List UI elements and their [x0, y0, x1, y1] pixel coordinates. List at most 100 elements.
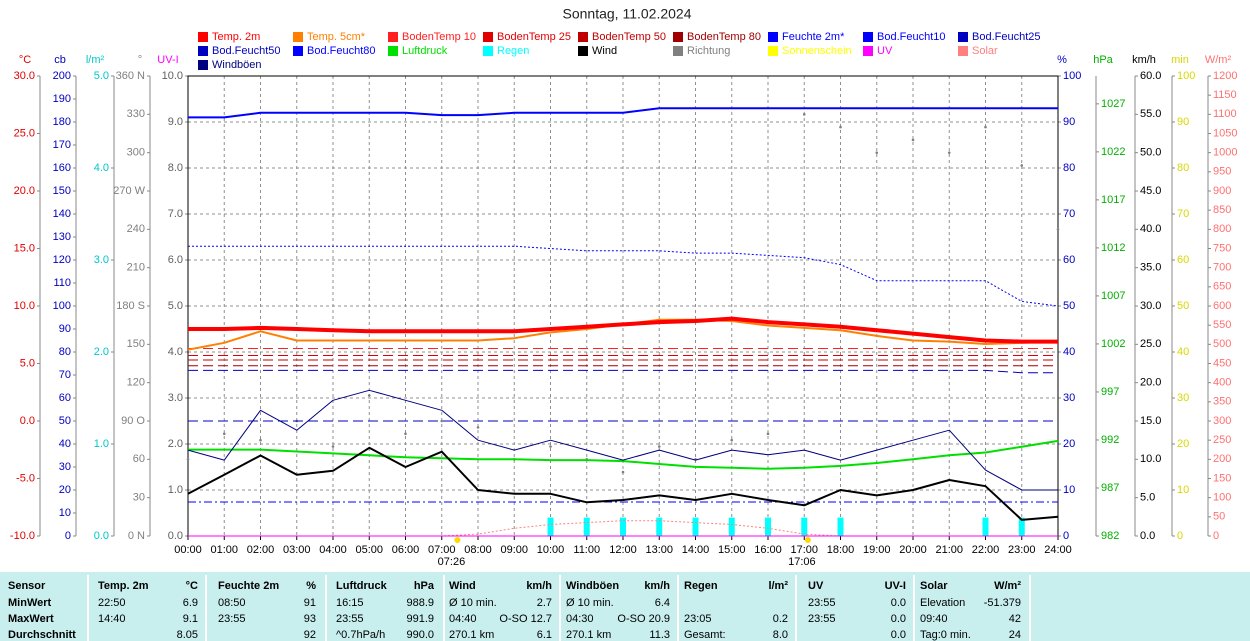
table-cell: 270.1 km — [566, 629, 611, 641]
y-tick-label: 70 — [1063, 208, 1075, 220]
y-tick-label: 30 — [1063, 392, 1075, 404]
y-tick-label: 150 — [1213, 472, 1231, 484]
table-cell: 14:40 — [98, 613, 126, 625]
table-cell: 42 — [1009, 613, 1021, 625]
legend-swatch — [483, 32, 493, 42]
table-header: l/m² — [768, 580, 788, 592]
legend-label: Solar — [972, 45, 998, 57]
x-tick-label: 08:00 — [464, 544, 492, 556]
legend-label: Temp. 5cm* — [307, 31, 366, 43]
y-tick-label: 100 — [1213, 492, 1231, 504]
legend-swatch — [958, 32, 968, 42]
data-point — [984, 125, 987, 129]
table-header: UV — [808, 580, 824, 592]
y-tick-label: 10 — [1063, 484, 1075, 496]
legend-label: Bod.Feucht25 — [972, 31, 1041, 43]
y-tick-label: 40 — [1177, 346, 1189, 358]
table-cell: 93 — [304, 613, 316, 625]
x-tick-label: 22:00 — [972, 544, 1000, 556]
bar — [547, 517, 554, 536]
table-header: hPa — [414, 580, 435, 592]
x-tick-label: 09:00 — [500, 544, 528, 556]
y-tick-label: 400 — [1213, 377, 1231, 389]
legend-swatch — [578, 32, 588, 42]
y-tick-label: 210 — [127, 262, 145, 274]
table-cell: 0.2 — [773, 613, 788, 625]
data-point — [1020, 164, 1024, 167]
series-line — [187, 446, 1059, 521]
y-tick-label: 70 — [59, 369, 71, 381]
y-tick-label: 4.0 — [94, 162, 109, 174]
legend-label: Sonnenschein — [782, 45, 852, 57]
table-header: Regen — [684, 580, 718, 592]
data-point — [947, 151, 951, 154]
y-tick-label: 190 — [53, 93, 71, 105]
table-cell: 22:50 — [98, 597, 126, 609]
table-cell: 23:55 — [336, 613, 364, 625]
bar — [656, 517, 663, 536]
y-tick-label: 6.0 — [168, 254, 183, 266]
table-header: W/m² — [994, 580, 1021, 592]
legend-label: Windböen — [212, 59, 262, 71]
series-line — [188, 439, 1059, 470]
y-tick-label: 60 — [133, 453, 145, 465]
x-tick-label: 03:00 — [283, 544, 311, 556]
y-tick-label: 30 — [1177, 392, 1189, 404]
y-tick-label: 25.0 — [14, 127, 35, 139]
y-tick-label: 20 — [1177, 438, 1189, 450]
legend-swatch — [863, 46, 873, 56]
x-tick-label: 04:00 — [319, 544, 347, 556]
legend-swatch — [673, 32, 683, 42]
y-tick-label: 50 — [1063, 300, 1075, 312]
x-tick-label: 17:00 — [790, 544, 818, 556]
y-tick-label: 60 — [1063, 254, 1075, 266]
table-cell: 6.4 — [655, 597, 670, 609]
y-tick-label: 50 — [1213, 511, 1225, 523]
y-tick-label: 350 — [1213, 396, 1231, 408]
table-cell: 24 — [1009, 629, 1021, 641]
y-tick-label: 850 — [1213, 204, 1231, 216]
table-cell: 9.1 — [183, 613, 198, 625]
chart-title: Sonntag, 11.02.2024 — [563, 6, 692, 22]
y-tick-label: 2.0 — [94, 346, 109, 358]
y-tick-label: 1200 — [1213, 70, 1237, 82]
legend-swatch — [388, 46, 398, 56]
bar — [1018, 517, 1025, 536]
y-tick-label: 1050 — [1213, 127, 1237, 139]
legend-label: BodenTemp 50 — [592, 31, 666, 43]
x-tick-label: 21:00 — [935, 544, 963, 556]
y-tick-label: -10.0 — [10, 530, 35, 542]
y-tick-label: 1.0 — [168, 484, 183, 496]
y-tick-label: 750 — [1213, 242, 1231, 254]
legend-swatch — [293, 32, 303, 42]
table-cell: Elevation — [920, 597, 965, 609]
data-point — [911, 138, 915, 142]
x-tick-label: 00:00 — [174, 544, 202, 556]
legend-swatch — [673, 46, 683, 56]
x-tick-label: 10:00 — [537, 544, 565, 556]
legend-label: Richtung — [687, 45, 730, 57]
table-cell: 8.05 — [177, 629, 198, 641]
table-cell: 09:40 — [920, 613, 948, 625]
y-tick-label: 60.0 — [1140, 70, 1161, 82]
y-tick-label: 330 — [127, 108, 145, 120]
y-tick-label: 40 — [59, 438, 71, 450]
data-point — [621, 470, 625, 474]
legend-label: Temp. 2m — [212, 31, 260, 43]
y-tick-label: 180 — [53, 116, 71, 128]
legend-swatch — [768, 32, 778, 42]
y-tick-label: 120 — [127, 377, 145, 389]
y-tick-label: 20.0 — [1140, 377, 1161, 389]
data-point — [1056, 228, 1060, 231]
y-tick-label: 1017 — [1101, 194, 1125, 206]
x-tick-label: 16:00 — [754, 544, 782, 556]
legend-swatch — [198, 60, 208, 70]
table-header: Windböen — [566, 580, 619, 592]
y-tick-label: 110 — [53, 277, 71, 289]
y-tick-label: 100 — [53, 300, 71, 312]
y-tick-label: 650 — [1213, 281, 1231, 293]
legend-label: UV — [877, 45, 893, 57]
y-tick-label: 90 O — [121, 415, 145, 427]
bar — [765, 517, 771, 536]
y-tick-label: 20 — [1063, 438, 1075, 450]
